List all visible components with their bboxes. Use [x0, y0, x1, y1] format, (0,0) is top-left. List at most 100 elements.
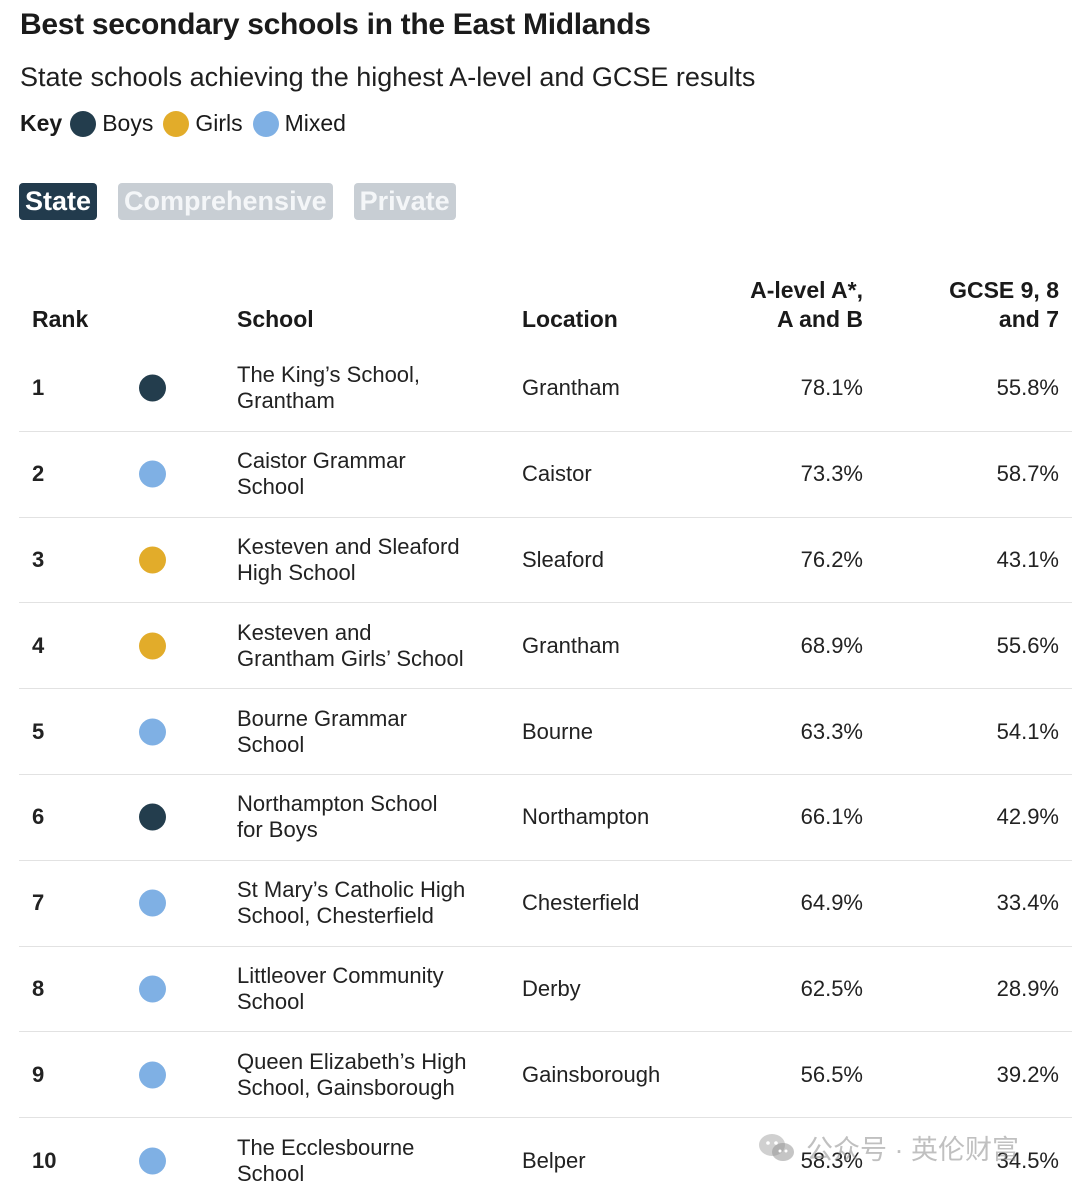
school-type-dot-icon — [139, 1147, 166, 1175]
legend-item-mixed: Mixed — [252, 110, 346, 137]
school-name-line2: School — [237, 474, 305, 500]
school-type-dot-icon — [139, 460, 166, 488]
column-header-alevel-line2: A and B — [776, 306, 863, 332]
alevel-cell: 66.1% — [800, 804, 863, 830]
school-name-line2: High School — [237, 559, 356, 585]
gcse-cell: 54.1% — [996, 718, 1059, 744]
page-subtitle: State schools achieving the highest A-le… — [20, 62, 756, 92]
school-cell: Kesteven and Sleaford High School — [237, 534, 497, 586]
school-cell: The King’s School, Grantham — [237, 362, 497, 414]
location-cell: Belper — [522, 1148, 586, 1174]
school-name-line1: The Ecclesbourne — [237, 1135, 415, 1161]
legend-item-label: Girls — [195, 110, 243, 136]
location-cell: Gainsborough — [522, 1061, 661, 1087]
legend-label: Key — [20, 110, 63, 136]
location-cell: Grantham — [522, 632, 620, 658]
mixed-dot-icon — [252, 110, 279, 137]
legend: Key Boys Girls Mixed — [20, 110, 356, 137]
legend-item-label: Mixed — [284, 110, 346, 136]
rank-cell: 9 — [32, 1061, 45, 1087]
legend-item-label: Boys — [102, 110, 154, 136]
school-cell: St Mary’s Catholic High School, Chesterfi… — [237, 877, 497, 929]
school-cell: Bourne Grammar School — [237, 706, 497, 758]
gcse-cell: 43.1% — [996, 546, 1059, 572]
school-type-dot-icon — [139, 975, 166, 1003]
column-header-gcse-line1: GCSE 9, 8 — [949, 277, 1059, 303]
school-cell: The Ecclesbourne School — [237, 1135, 497, 1187]
school-name-line1: Northampton School — [237, 791, 438, 817]
school-name-line2: School, Gainsborough — [237, 1074, 455, 1100]
rank-cell: 10 — [32, 1148, 57, 1174]
legend-item-boys: Boys — [70, 110, 153, 137]
rank-cell: 7 — [32, 890, 45, 916]
table-row: 9 Queen Elizabeth’s High School, Gainsboro… — [19, 1032, 1072, 1119]
school-type-dot-icon — [139, 718, 166, 746]
rank-cell: 2 — [32, 461, 45, 487]
gcse-cell: 33.4% — [996, 890, 1059, 916]
boys-dot-icon — [70, 110, 97, 137]
school-name-line1: Caistor Grammar — [237, 448, 406, 474]
school-name-line1: Kesteven and Sleaford — [237, 533, 460, 559]
school-type-dot-icon — [139, 546, 166, 574]
tab-comprehensive[interactable]: Comprehensive — [118, 183, 333, 220]
school-type-dot-icon — [139, 803, 166, 831]
table-body: 1 The King’s School, Grantham Grantham 78.1%… — [19, 346, 1072, 1192]
location-cell: Chesterfield — [522, 890, 640, 916]
alevel-cell: 68.9% — [800, 632, 863, 658]
school-type-tabs: State Comprehensive Private — [19, 183, 477, 220]
table-row: 1 The King’s School, Grantham Grantham 78.1%… — [19, 346, 1072, 432]
school-type-dot-icon — [139, 632, 166, 660]
rank-cell: 3 — [32, 546, 45, 572]
location-cell: Caistor — [522, 461, 592, 487]
rank-cell: 1 — [32, 375, 45, 401]
tab-state[interactable]: State — [19, 183, 98, 220]
rank-cell: 4 — [32, 632, 45, 658]
table-row: 8 Littleover Community School Derby 62.5% 28.… — [19, 947, 1072, 1033]
gcse-cell: 58.7% — [996, 461, 1059, 487]
school-name-line1: Kesteven and — [237, 619, 372, 645]
schools-table: Rank School Location A-level A*, A and B… — [19, 270, 1072, 1192]
rank-cell: 6 — [32, 804, 45, 830]
table-row: 4 Kesteven and Grantham Girls’ School Grant… — [19, 603, 1072, 690]
table-row: 3 Kesteven and Sleaford High School Sleafor… — [19, 518, 1072, 604]
column-header-rank: Rank — [32, 306, 89, 332]
column-header-alevel: A-level A*, A and B — [750, 276, 863, 334]
school-name-line1: St Mary’s Catholic High — [237, 877, 466, 903]
school-name-line2: School — [237, 988, 305, 1014]
gcse-cell: 34.5% — [996, 1148, 1059, 1174]
gcse-cell: 55.8% — [996, 375, 1059, 401]
column-header-school: School — [237, 306, 314, 332]
alevel-cell: 78.1% — [800, 375, 863, 401]
gcse-cell: 55.6% — [996, 632, 1059, 658]
alevel-cell: 64.9% — [800, 890, 863, 916]
location-cell: Derby — [522, 975, 581, 1001]
school-cell: Littleover Community School — [237, 963, 497, 1015]
rank-cell: 8 — [32, 975, 45, 1001]
legend-item-girls: Girls — [163, 110, 243, 137]
tab-private[interactable]: Private — [353, 183, 456, 220]
school-cell: Kesteven and Grantham Girls’ School — [237, 620, 497, 672]
column-header-gcse: GCSE 9, 8 and 7 — [949, 276, 1059, 334]
location-cell: Grantham — [522, 375, 620, 401]
girls-dot-icon — [163, 110, 190, 137]
wechat-icon — [759, 1133, 794, 1161]
location-cell: Sleaford — [522, 546, 604, 572]
rank-cell: 5 — [32, 718, 45, 744]
school-name-line2: School — [237, 1161, 305, 1187]
table-row: 7 St Mary’s Catholic High School, Chesterf… — [19, 861, 1072, 947]
alevel-cell: 76.2% — [800, 546, 863, 572]
school-name-line2: Grantham — [237, 388, 335, 414]
school-name-line1: Queen Elizabeth’s High — [237, 1048, 467, 1074]
gcse-cell: 39.2% — [996, 1061, 1059, 1087]
school-name-line2: School — [237, 731, 305, 757]
page-title: Best secondary schools in the East Midla… — [20, 8, 651, 41]
alevel-cell: 63.3% — [800, 718, 863, 744]
school-name-line1: Littleover Community — [237, 962, 444, 988]
table-row: 6 Northampton School for Boys Northampton 66… — [19, 775, 1072, 861]
school-type-dot-icon — [139, 1061, 166, 1089]
school-type-dot-icon — [139, 374, 166, 402]
gcse-cell: 42.9% — [996, 804, 1059, 830]
column-header-alevel-line1: A-level A*, — [750, 277, 863, 303]
table-row: 5 Bourne Grammar School Bourne 63.3% 54.1% — [19, 689, 1072, 775]
school-name-line1: Bourne Grammar — [237, 705, 407, 731]
